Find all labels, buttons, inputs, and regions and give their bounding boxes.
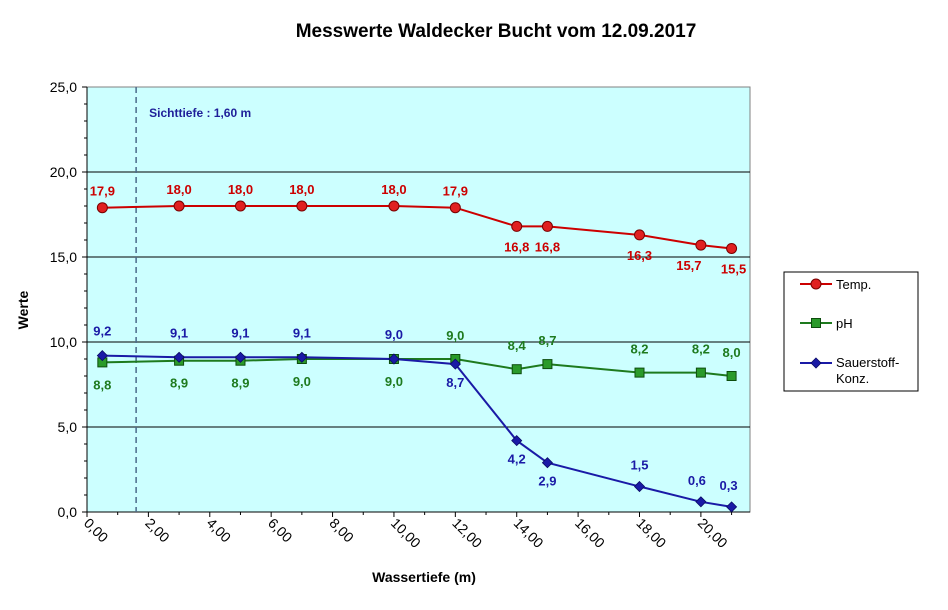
oxygen-value-label: 0,3	[720, 478, 738, 493]
temp-value-label: 16,8	[504, 239, 529, 254]
oxygen-value-label: 4,2	[508, 452, 526, 467]
legend-oxygen-label-2: Konz.	[836, 371, 869, 386]
temp-point	[173, 200, 185, 212]
ph-value-label: 8,8	[93, 377, 111, 392]
y-tick-label: 25,0	[50, 79, 77, 95]
temp-point	[449, 202, 461, 214]
temp-point	[511, 220, 523, 232]
oxygen-value-label: 0,6	[688, 473, 706, 488]
temp-value-label: 15,5	[721, 262, 746, 277]
x-tick-label: 12,00	[449, 515, 485, 551]
ph-point	[542, 359, 553, 370]
temp-value-label: 16,3	[627, 248, 652, 263]
y-tick-label: 15,0	[50, 249, 77, 265]
gridlines	[87, 171, 750, 428]
ph-value-label: 8,9	[170, 376, 188, 391]
y-tick-label: 0,0	[58, 504, 78, 520]
legend-oxygen-label: Sauerstoff-	[836, 355, 899, 370]
ph-value-label: 8,2	[630, 342, 648, 357]
oxygen-point	[173, 351, 185, 363]
temp-value-label: 18,0	[381, 182, 406, 197]
temp-value-label: 16,8	[535, 239, 560, 254]
ph-point	[695, 367, 706, 378]
oxygen-point	[511, 435, 523, 447]
x-tick-label: 6,00	[265, 515, 296, 546]
temp-value-label: 15,7	[676, 258, 701, 273]
x-tick-label: 4,00	[204, 515, 235, 546]
chart-title: Messwerte Waldecker Bucht vom 12.09.2017	[296, 21, 697, 42]
x-tick-label: 16,00	[572, 515, 608, 551]
ph-point	[634, 367, 645, 378]
temp-point	[234, 200, 246, 212]
temp-point	[541, 220, 553, 232]
temp-point	[695, 239, 707, 251]
temp-value-label: 17,9	[90, 184, 115, 199]
oxygen-point	[388, 353, 400, 365]
temp-point	[96, 202, 108, 214]
oxygen-point	[726, 501, 738, 513]
temp-value-label: 17,9	[443, 184, 468, 199]
oxygen-point	[234, 351, 247, 363]
x-tick-label: 20,00	[695, 515, 731, 551]
legend-box	[783, 271, 919, 392]
ph-value-label: 9,0	[293, 374, 311, 389]
oxygen-point	[449, 358, 461, 370]
ph-value-label: 8,9	[231, 376, 249, 391]
y-tick-label: 5,0	[58, 419, 78, 435]
oxygen-point	[96, 350, 108, 362]
visibility-depth-annotation: Sichttiefe : 1,60 m	[149, 106, 251, 120]
ph-value-label: 8,0	[723, 345, 741, 360]
ph-value-label: 9,0	[385, 374, 403, 389]
ph-value-label: 8,2	[692, 342, 710, 357]
x-tick-label: 10,00	[388, 515, 424, 551]
x-tick-label: 14,00	[511, 515, 547, 551]
ph-value-label: 9,0	[446, 328, 464, 343]
temp-value-label: 18,0	[166, 182, 191, 197]
y-axis-title: Werte	[15, 290, 31, 329]
x-axis-ticks: 0,00 2,00 4,00 6,00 8,00 10,00 12,00 14,00 16,00…	[81, 512, 733, 551]
temp-point	[634, 229, 645, 241]
oxygen-value-label: 9,1	[293, 325, 311, 340]
oxygen-value-label: 9,2	[93, 324, 111, 339]
y-tick-label: 10,0	[50, 334, 77, 350]
x-tick-label: 2,00	[142, 515, 173, 546]
ph-point	[726, 371, 737, 381]
temp-value-label: 18,0	[228, 182, 253, 197]
ph-value-label: 8,4	[508, 338, 527, 353]
oxygen-value-label: 2,9	[538, 474, 556, 489]
temp-point	[296, 200, 308, 212]
legend-temp-label: Temp.	[836, 277, 871, 292]
ph-point	[511, 364, 522, 375]
oxygen-value-label: 9,1	[231, 325, 249, 340]
oxygen-point	[296, 351, 308, 363]
oxygen-value-label: 9,0	[385, 327, 403, 342]
x-axis-title: Wassertiefe (m)	[372, 569, 476, 585]
oxygen-point	[695, 496, 707, 508]
temp-value-label: 18,0	[289, 182, 314, 197]
legend: Temp. pH Sauerstoff-Konz.	[783, 271, 919, 392]
temp-point	[726, 243, 738, 254]
series-layer	[96, 200, 738, 513]
plot-area	[86, 86, 751, 513]
ph-point	[811, 318, 821, 328]
oxygen-value-label: 9,1	[170, 325, 188, 340]
oxygen-point	[633, 480, 646, 493]
x-tick-label: 18,00	[633, 515, 669, 551]
oxygen-point	[810, 357, 822, 369]
data-labels: 17,9 18,0 18,0 18,0 18,0 17,9 16,8 16,8 16,3 15,7…	[90, 182, 747, 493]
y-tick-label: 20,0	[50, 164, 77, 180]
ph-value-label: 8,7	[538, 333, 556, 348]
temp-point	[388, 200, 400, 212]
y-axis-ticks: 0,0 5,0 10,0 15,0 20,0 25,0	[50, 79, 87, 520]
temp-point	[810, 278, 822, 290]
oxygen-value-label: 1,5	[630, 458, 648, 473]
x-tick-label: 0,00	[81, 515, 112, 546]
oxygen-value-label: 8,7	[446, 375, 464, 390]
x-tick-label: 8,00	[326, 515, 357, 546]
legend-ph-label: pH	[836, 316, 853, 331]
oxygen-point	[541, 457, 553, 469]
